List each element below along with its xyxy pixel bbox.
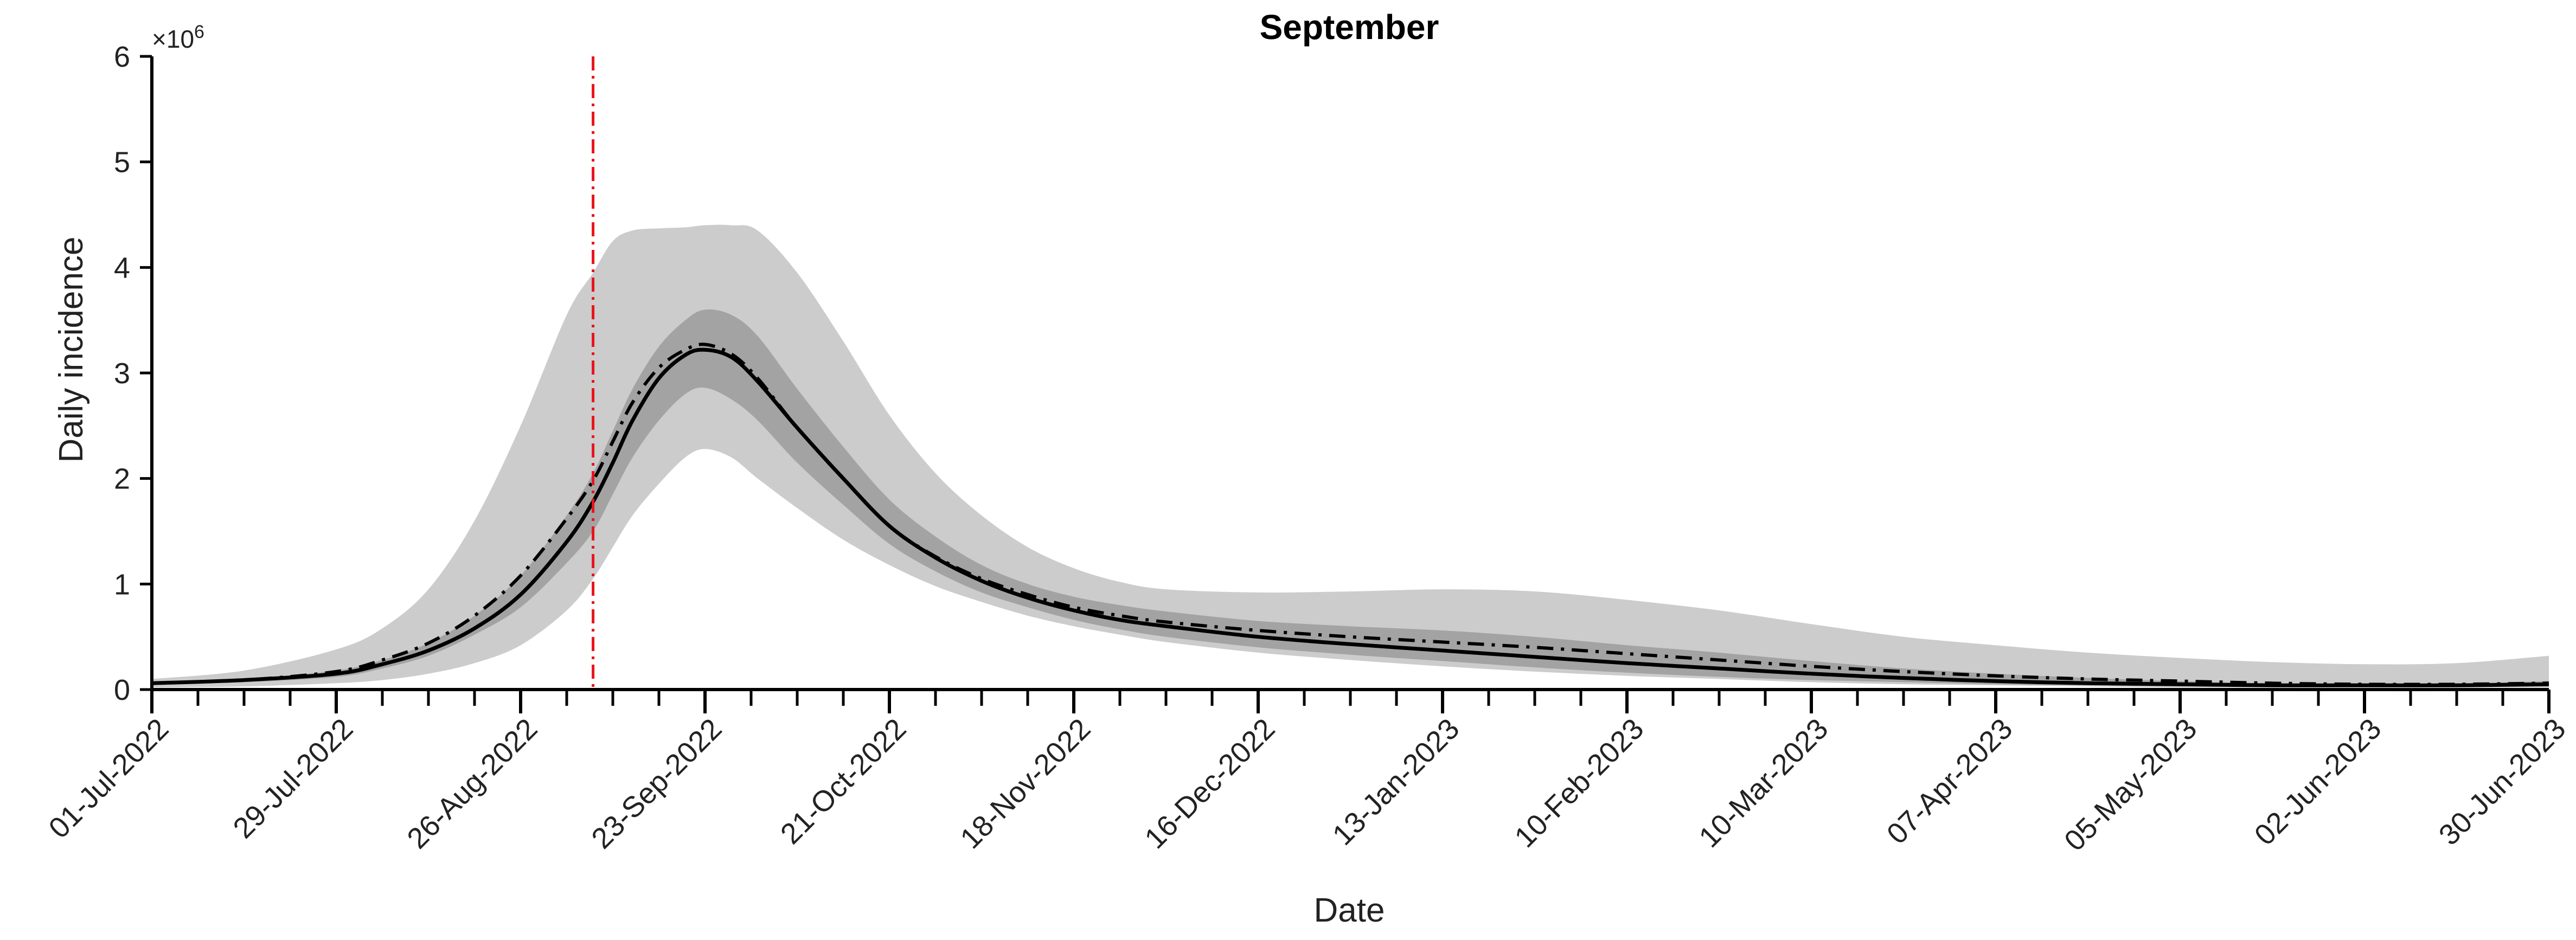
x-tick-label: 21-Oct-2022 — [774, 712, 913, 851]
median-series-line — [151, 347, 2549, 687]
x-tick-label: 02-Jun-2023 — [2248, 712, 2388, 852]
y-tick-label: 5 — [114, 146, 130, 179]
x-tick-label: 16-Dec-2022 — [1138, 712, 1281, 855]
y-tick-label: 0 — [114, 674, 130, 706]
x-tick-label: 23-Sep-2022 — [585, 712, 728, 855]
x-tick-label: 10-Feb-2023 — [1508, 712, 1650, 854]
y-tick-label: 1 — [114, 568, 130, 601]
x-tick-label: 26-Aug-2022 — [401, 712, 543, 855]
chart-title: September — [1260, 8, 1439, 47]
x-tick-label: 30-Jun-2023 — [2433, 712, 2572, 852]
x-tick-label: 05-May-2023 — [2058, 712, 2203, 857]
y-multiplier-base: ×10 — [152, 25, 194, 53]
x-tick-label: 01-Jul-2022 — [42, 712, 175, 845]
x-axis-label: Date — [1314, 892, 1385, 929]
y-multiplier-exponent: 6 — [194, 22, 204, 42]
x-tick-label: 07-Apr-2023 — [1881, 712, 2019, 851]
x-tick-label: 29-Jul-2022 — [227, 712, 359, 845]
y-multiplier-label: ×106 — [152, 22, 204, 53]
x-tick-label: 13-Jan-2023 — [1327, 712, 1466, 852]
tick-labels: 0 1 2 3 4 5 6 01-Jul-2022 29-Jul-2022 26-Aug-2022… — [42, 41, 2572, 857]
uncertainty-bands — [152, 224, 2549, 688]
y-tick-label: 2 — [114, 463, 130, 495]
outer-uncertainty-band — [152, 224, 2549, 688]
y-axis-label: Daily incidence — [53, 237, 90, 463]
y-tick-label: 4 — [114, 252, 130, 284]
series-lines — [151, 343, 2549, 687]
x-tick-label: 10-Mar-2023 — [1693, 712, 1834, 854]
dash-dot-series-line — [151, 343, 2549, 686]
y-tick-label: 3 — [114, 357, 130, 390]
inner-uncertainty-band — [152, 309, 2549, 687]
x-tick-label: 18-Nov-2022 — [954, 712, 1097, 855]
y-tick-label: 6 — [114, 41, 130, 73]
ticks — [140, 55, 2551, 713]
